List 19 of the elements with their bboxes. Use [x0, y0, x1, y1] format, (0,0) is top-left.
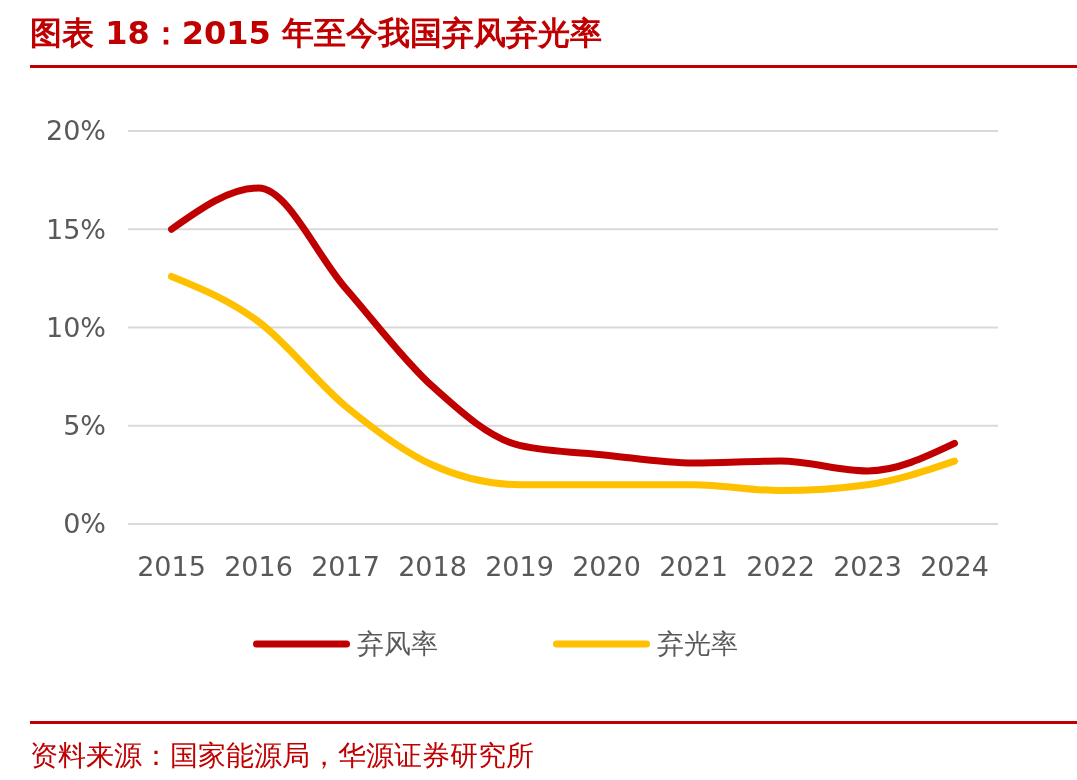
- legend-label: 弃风率: [356, 628, 438, 660]
- x-tick-label: 2018: [398, 551, 467, 582]
- x-tick-label: 2019: [485, 551, 554, 582]
- x-tick-label: 2024: [920, 551, 989, 582]
- y-tick-label: 20%: [45, 115, 106, 147]
- chart-title: 图表 18：2015 年至今我国弃风弃光率: [30, 14, 602, 52]
- legend-label: 弃光率: [656, 628, 738, 660]
- x-tick-label: 2021: [659, 551, 728, 582]
- x-tick-label: 2016: [224, 551, 293, 582]
- x-tick-label: 2015: [137, 551, 206, 582]
- y-tick-label: 15%: [45, 213, 106, 245]
- x-tick-label: 2023: [833, 551, 902, 582]
- x-tick-label: 2022: [746, 551, 815, 582]
- x-tick-label: 2020: [572, 551, 641, 582]
- y-tick-label: 5%: [63, 410, 106, 442]
- y-tick-label: 0%: [63, 508, 106, 540]
- x-tick-label: 2017: [311, 551, 380, 582]
- text: 资料来源：国家能源局，华源证券研究所: [30, 739, 534, 772]
- y-tick-label: 10%: [45, 311, 106, 343]
